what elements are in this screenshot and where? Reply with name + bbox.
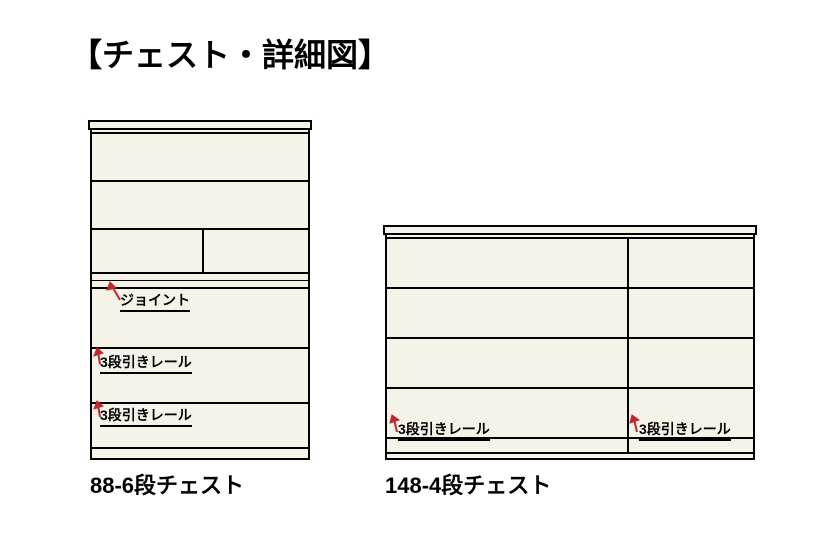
chests-container: ジョイント 3段引きレール 3段引きレール 88-6段チェスト <box>90 120 755 500</box>
chest-left-wrapper: ジョイント 3段引きレール 3段引きレール 88-6段チェスト <box>90 120 310 500</box>
rail-right-label: 3段引きレール <box>639 419 731 441</box>
chest-left: ジョイント 3段引きレール 3段引きレール <box>90 120 310 460</box>
rail2-label: 3段引きレール <box>100 405 192 427</box>
joint-label: ジョイント <box>120 290 190 312</box>
page-title: 【チェスト・詳細図】 <box>70 30 390 76</box>
rail-left-label: 3段引きレール <box>398 419 490 441</box>
chest-right-caption: 148-4段チェスト <box>385 468 551 500</box>
rail1-label: 3段引きレール <box>100 352 192 374</box>
chest-right-wrapper: 3段引きレール 3段引きレール 148-4段チェスト <box>385 225 755 500</box>
chest-left-caption: 88-6段チェスト <box>90 468 244 500</box>
chest-right: 3段引きレール 3段引きレール <box>385 225 755 460</box>
